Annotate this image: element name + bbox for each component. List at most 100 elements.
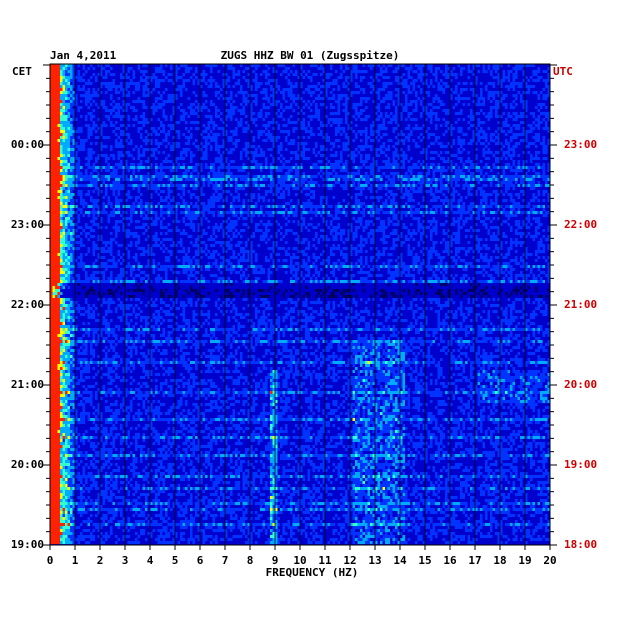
heatmap-cell: [435, 67, 438, 71]
heatmap-cell: [77, 130, 81, 134]
heatmap-cell: [57, 133, 61, 137]
heatmap-cell: [90, 76, 93, 80]
heatmap-cell: [400, 133, 403, 137]
heatmap-cell: [495, 121, 498, 125]
heatmap-cell: [395, 127, 398, 131]
heatmap-cell: [300, 64, 303, 68]
heatmap-cell: [160, 133, 163, 137]
heatmap-cell: [325, 133, 328, 137]
heatmap-cell: [270, 157, 273, 161]
heatmap-cell: [502, 130, 506, 134]
heatmap-cell: [537, 91, 541, 95]
heatmap-cell: [350, 169, 353, 173]
heatmap-cell: [517, 67, 521, 71]
heatmap-cell: [507, 103, 511, 107]
heatmap-cell: [362, 118, 366, 122]
heatmap-cell: [100, 124, 103, 128]
heatmap-cell: [70, 79, 73, 83]
heatmap-cell: [425, 130, 428, 134]
heatmap-cell: [470, 109, 473, 113]
heatmap-cell: [200, 85, 203, 89]
heatmap-cell: [190, 133, 193, 137]
heatmap-cell: [237, 133, 241, 137]
heatmap-cell: [397, 118, 401, 122]
heatmap-cell: [332, 148, 336, 152]
heatmap-cell: [515, 166, 518, 170]
heatmap-cell: [290, 76, 293, 80]
heatmap-cell: [292, 64, 296, 68]
heatmap-cell: [122, 118, 126, 122]
heatmap-cell: [92, 85, 96, 89]
heatmap-cell: [397, 157, 401, 161]
heatmap-cell: [250, 163, 253, 167]
heatmap-cell: [410, 94, 413, 98]
heatmap-cell: [275, 91, 278, 95]
heatmap-cell: [280, 169, 283, 173]
heatmap-cell: [105, 145, 108, 149]
heatmap-cell: [237, 94, 241, 98]
heatmap-cell: [502, 163, 506, 167]
heatmap-cell: [392, 127, 396, 131]
heatmap-cell: [67, 127, 71, 131]
heatmap-cell: [450, 85, 453, 89]
heatmap-cell: [217, 106, 221, 110]
heatmap-cell: [262, 70, 266, 74]
heatmap-cell: [485, 136, 488, 140]
heatmap-cell: [460, 151, 463, 155]
heatmap-cell: [165, 64, 168, 68]
heatmap-cell: [387, 130, 391, 134]
heatmap-cell: [77, 106, 81, 110]
heatmap-cell: [260, 160, 263, 164]
heatmap-cell: [170, 133, 173, 137]
heatmap-cell: [130, 127, 133, 131]
heatmap-cell: [362, 145, 366, 149]
heatmap-cell: [397, 139, 401, 143]
heatmap-cell: [297, 67, 301, 71]
heatmap-cell: [502, 73, 506, 77]
heatmap-cell: [305, 112, 308, 116]
heatmap-cell: [400, 115, 403, 119]
heatmap-cell: [505, 76, 508, 80]
heatmap-cell: [290, 70, 293, 74]
heatmap-cell: [107, 163, 111, 167]
heatmap-cell: [230, 103, 233, 107]
heatmap-cell: [127, 115, 131, 119]
heatmap-cell: [502, 166, 506, 170]
heatmap-cell: [82, 133, 86, 137]
heatmap-cell: [80, 88, 83, 92]
heatmap-cell: [382, 133, 386, 137]
heatmap-cell: [450, 73, 453, 77]
heatmap-cell: [487, 169, 491, 173]
heatmap-cell: [380, 70, 383, 74]
heatmap-cell: [175, 73, 178, 77]
heatmap-cell: [107, 76, 111, 80]
heatmap-cell: [202, 118, 206, 122]
heatmap-cell: [185, 121, 188, 125]
heatmap-cell: [122, 124, 126, 128]
heatmap-cell: [122, 67, 126, 71]
heatmap-cell: [465, 130, 468, 134]
heatmap-cell: [490, 169, 493, 173]
heatmap-cell: [202, 79, 206, 83]
heatmap-cell: [322, 79, 326, 83]
heatmap-cell: [440, 94, 443, 98]
heatmap-cell: [60, 139, 63, 143]
heatmap-cell: [345, 118, 348, 122]
heatmap-cell: [522, 139, 526, 143]
heatmap-cell: [397, 106, 401, 110]
heatmap-cell: [487, 79, 491, 83]
heatmap-cell: [357, 169, 361, 173]
heatmap-cell: [230, 67, 233, 71]
heatmap-cell: [282, 148, 286, 152]
heatmap-cell: [417, 160, 421, 164]
heatmap-cell: [260, 121, 263, 125]
heatmap-cell: [150, 169, 153, 173]
heatmap-cell: [127, 106, 131, 110]
heatmap-cell: [87, 136, 91, 140]
heatmap-cell: [475, 142, 478, 146]
heatmap-cell: [375, 118, 378, 122]
heatmap-cell: [282, 85, 286, 89]
heatmap-cell: [480, 97, 483, 101]
heatmap-cell: [447, 160, 451, 164]
heatmap-cell: [425, 136, 428, 140]
